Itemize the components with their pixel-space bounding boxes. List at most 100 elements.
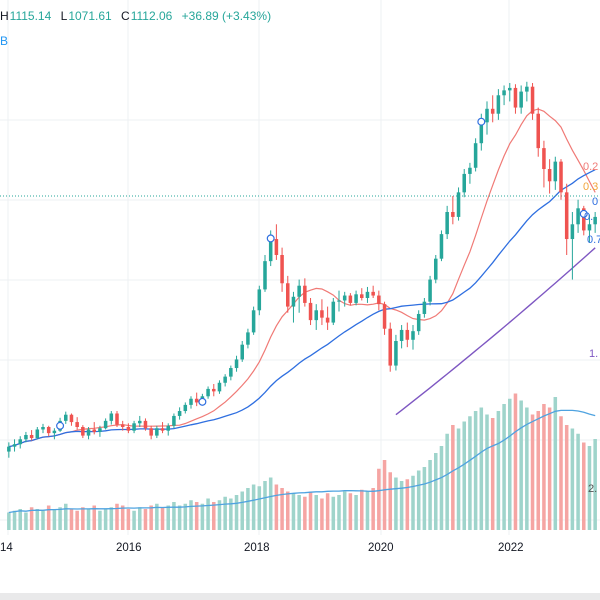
candle-body: [18, 439, 22, 445]
candle-body: [268, 239, 273, 262]
volume-bar: [155, 503, 159, 530]
volume-bar: [41, 510, 45, 530]
x-tick-label: 2022: [498, 542, 524, 554]
candle-body: [41, 427, 45, 430]
candle-body: [143, 420, 148, 429]
volume-bar: [388, 472, 392, 530]
candle-body: [530, 86, 535, 114]
candle-body: [297, 285, 301, 297]
volume-bar: [570, 428, 575, 530]
volume-bar: [582, 442, 586, 530]
candle-body: [52, 430, 57, 434]
candle-body: [246, 332, 250, 345]
candle-body: [360, 294, 364, 298]
candle-body: [473, 143, 478, 168]
candle-body: [35, 429, 40, 439]
candle-body: [308, 302, 313, 321]
candle-body: [29, 434, 34, 439]
close-key: C: [121, 9, 130, 23]
volume-bar: [530, 414, 535, 530]
volume-bar: [189, 500, 193, 530]
volume-bar: [502, 404, 506, 530]
candle-body: [194, 398, 199, 403]
volume-bar: [98, 510, 102, 530]
candle-body: [325, 317, 330, 323]
candle-body: [422, 301, 427, 314]
event-marker: [198, 397, 207, 406]
volume-bar: [217, 500, 222, 530]
volume-bar: [513, 393, 518, 530]
volume-bar: [320, 498, 324, 530]
candle-body: [206, 388, 210, 397]
volume-bar: [149, 505, 153, 530]
volume-bar: [223, 496, 227, 530]
volume-bar: [274, 484, 279, 530]
candle-body: [132, 423, 136, 431]
candle-body: [434, 258, 438, 280]
low-key: L: [60, 9, 68, 23]
indicator-label: B: [0, 34, 9, 48]
ma-slow-line: [395, 247, 596, 416]
volume-bar: [485, 414, 489, 530]
volume-bar: [109, 507, 114, 530]
candle-body: [519, 91, 523, 108]
volume-bar: [120, 505, 125, 530]
volume-bar: [234, 495, 239, 530]
volume-bar: [12, 510, 17, 530]
candle-body: [382, 304, 387, 329]
candle-body: [183, 404, 188, 412]
candle-body: [257, 289, 262, 311]
volume-bar: [183, 503, 188, 530]
candle-body: [126, 427, 131, 431]
candle-body: [468, 167, 472, 174]
candle-body: [439, 234, 444, 259]
candle-body: [405, 329, 410, 340]
volume-bar: [564, 425, 569, 530]
candle-body: [342, 295, 347, 301]
volume-bar: [439, 446, 444, 530]
volume-bar: [587, 446, 592, 530]
volume-bar: [115, 503, 119, 530]
candle-body: [46, 427, 51, 434]
event-marker: [56, 421, 65, 430]
volume-bar: [64, 503, 68, 530]
candle-body: [109, 413, 114, 421]
volume-bar: [286, 491, 290, 530]
candle-body: [69, 414, 74, 423]
volume-bar: [399, 481, 404, 530]
candle-body: [115, 413, 119, 425]
volume-bar: [434, 453, 438, 530]
candle-body: [536, 113, 540, 149]
volume-bar: [445, 433, 449, 530]
candle-body: [542, 148, 546, 169]
x-tick-label: 2018: [244, 542, 270, 554]
volume-bar: [303, 496, 307, 530]
volume-bar: [422, 467, 427, 530]
volume-bar: [177, 505, 182, 530]
candle-body: [263, 261, 267, 290]
candle-body: [75, 422, 79, 427]
volume-bar: [166, 505, 170, 530]
ma-value-label: 0.7: [587, 234, 600, 246]
volume-bar: [553, 397, 558, 530]
high-value: 1115.14: [9, 9, 52, 23]
volume-bar: [160, 507, 165, 530]
candle-body: [508, 87, 512, 91]
change-value: +36.89 (+3.43%): [181, 9, 272, 23]
volume-bar: [52, 509, 57, 530]
volume-bar: [46, 505, 51, 530]
candle-body: [223, 376, 227, 383]
event-marker: [266, 234, 275, 243]
volume-bar: [593, 439, 597, 530]
candle-body: [155, 428, 159, 436]
candle-body: [217, 382, 222, 392]
volume-bar: [365, 491, 370, 530]
ma-value-label: 0.3: [583, 181, 598, 193]
high-key: H: [0, 9, 9, 23]
bottom-scrollbar[interactable]: [0, 593, 600, 600]
candle-body: [576, 208, 580, 225]
volume-bar: [490, 418, 495, 530]
candle-body: [451, 212, 455, 217]
volume-bar: [291, 493, 296, 530]
